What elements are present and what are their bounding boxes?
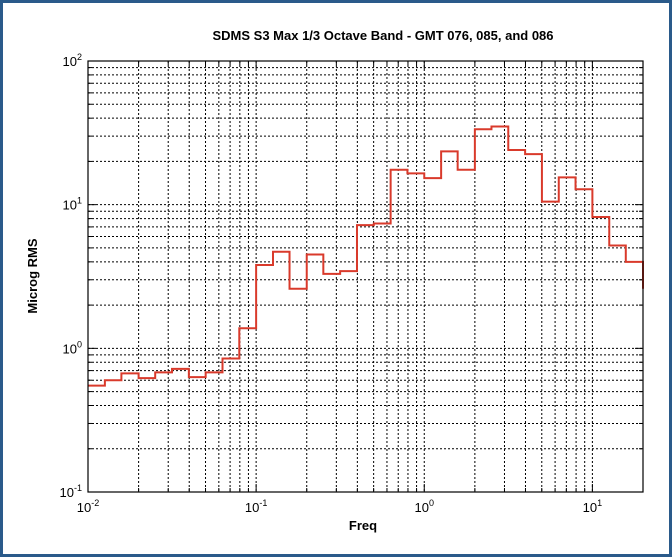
y-axis-label: Microg RMS — [25, 238, 40, 313]
chart: SDMS S3 Max 1/3 Octave Band - GMT 076, 0… — [25, 28, 644, 533]
chart-title: SDMS S3 Max 1/3 Octave Band - GMT 076, 0… — [212, 28, 553, 43]
y-tick-label: 100 — [63, 339, 82, 356]
x-tick-label: 10-2 — [77, 498, 99, 515]
x-tick-label: 10-1 — [245, 498, 267, 515]
grid — [87, 60, 644, 493]
x-tick-label: 101 — [583, 498, 602, 515]
x-axis-label: Freq — [349, 518, 377, 533]
plot-area-border — [87, 60, 644, 493]
y-tick-label: 101 — [63, 196, 82, 213]
axis-ticks — [87, 60, 644, 493]
series-line — [88, 125, 644, 387]
y-tick-label: 10-1 — [60, 483, 82, 500]
x-tick-label: 100 — [415, 498, 434, 515]
y-tick-label: 102 — [63, 52, 82, 69]
series — [88, 125, 644, 387]
